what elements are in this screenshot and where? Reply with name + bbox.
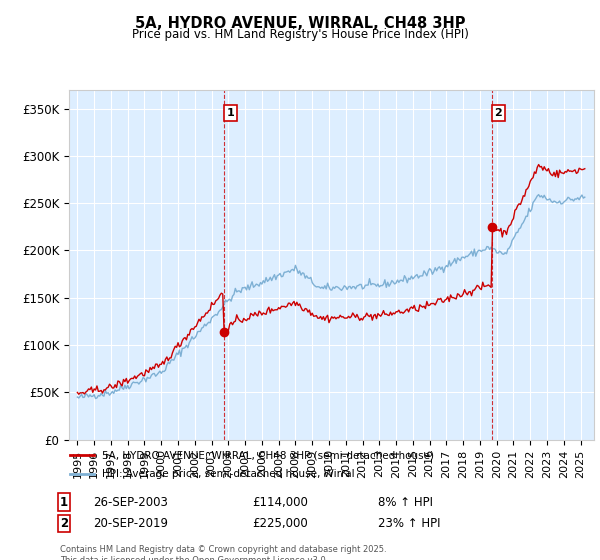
Text: 5A, HYDRO AVENUE, WIRRAL, CH48 3HP: 5A, HYDRO AVENUE, WIRRAL, CH48 3HP <box>135 16 465 31</box>
Text: 20-SEP-2019: 20-SEP-2019 <box>93 517 168 530</box>
Text: Price paid vs. HM Land Registry's House Price Index (HPI): Price paid vs. HM Land Registry's House … <box>131 28 469 41</box>
Text: 2: 2 <box>60 517 68 530</box>
Text: 26-SEP-2003: 26-SEP-2003 <box>93 496 168 509</box>
Text: 23% ↑ HPI: 23% ↑ HPI <box>378 517 440 530</box>
Text: 8% ↑ HPI: 8% ↑ HPI <box>378 496 433 509</box>
Text: HPI: Average price, semi-detached house, Wirral: HPI: Average price, semi-detached house,… <box>102 469 355 479</box>
Text: 2: 2 <box>494 108 502 118</box>
Text: 1: 1 <box>226 108 234 118</box>
Text: 1: 1 <box>60 496 68 509</box>
Text: 5A, HYDRO AVENUE, WIRRAL, CH48 3HP (semi-detached house): 5A, HYDRO AVENUE, WIRRAL, CH48 3HP (semi… <box>102 450 434 460</box>
Text: Contains HM Land Registry data © Crown copyright and database right 2025.
This d: Contains HM Land Registry data © Crown c… <box>60 545 386 560</box>
Text: £114,000: £114,000 <box>252 496 308 509</box>
Text: £225,000: £225,000 <box>252 517 308 530</box>
